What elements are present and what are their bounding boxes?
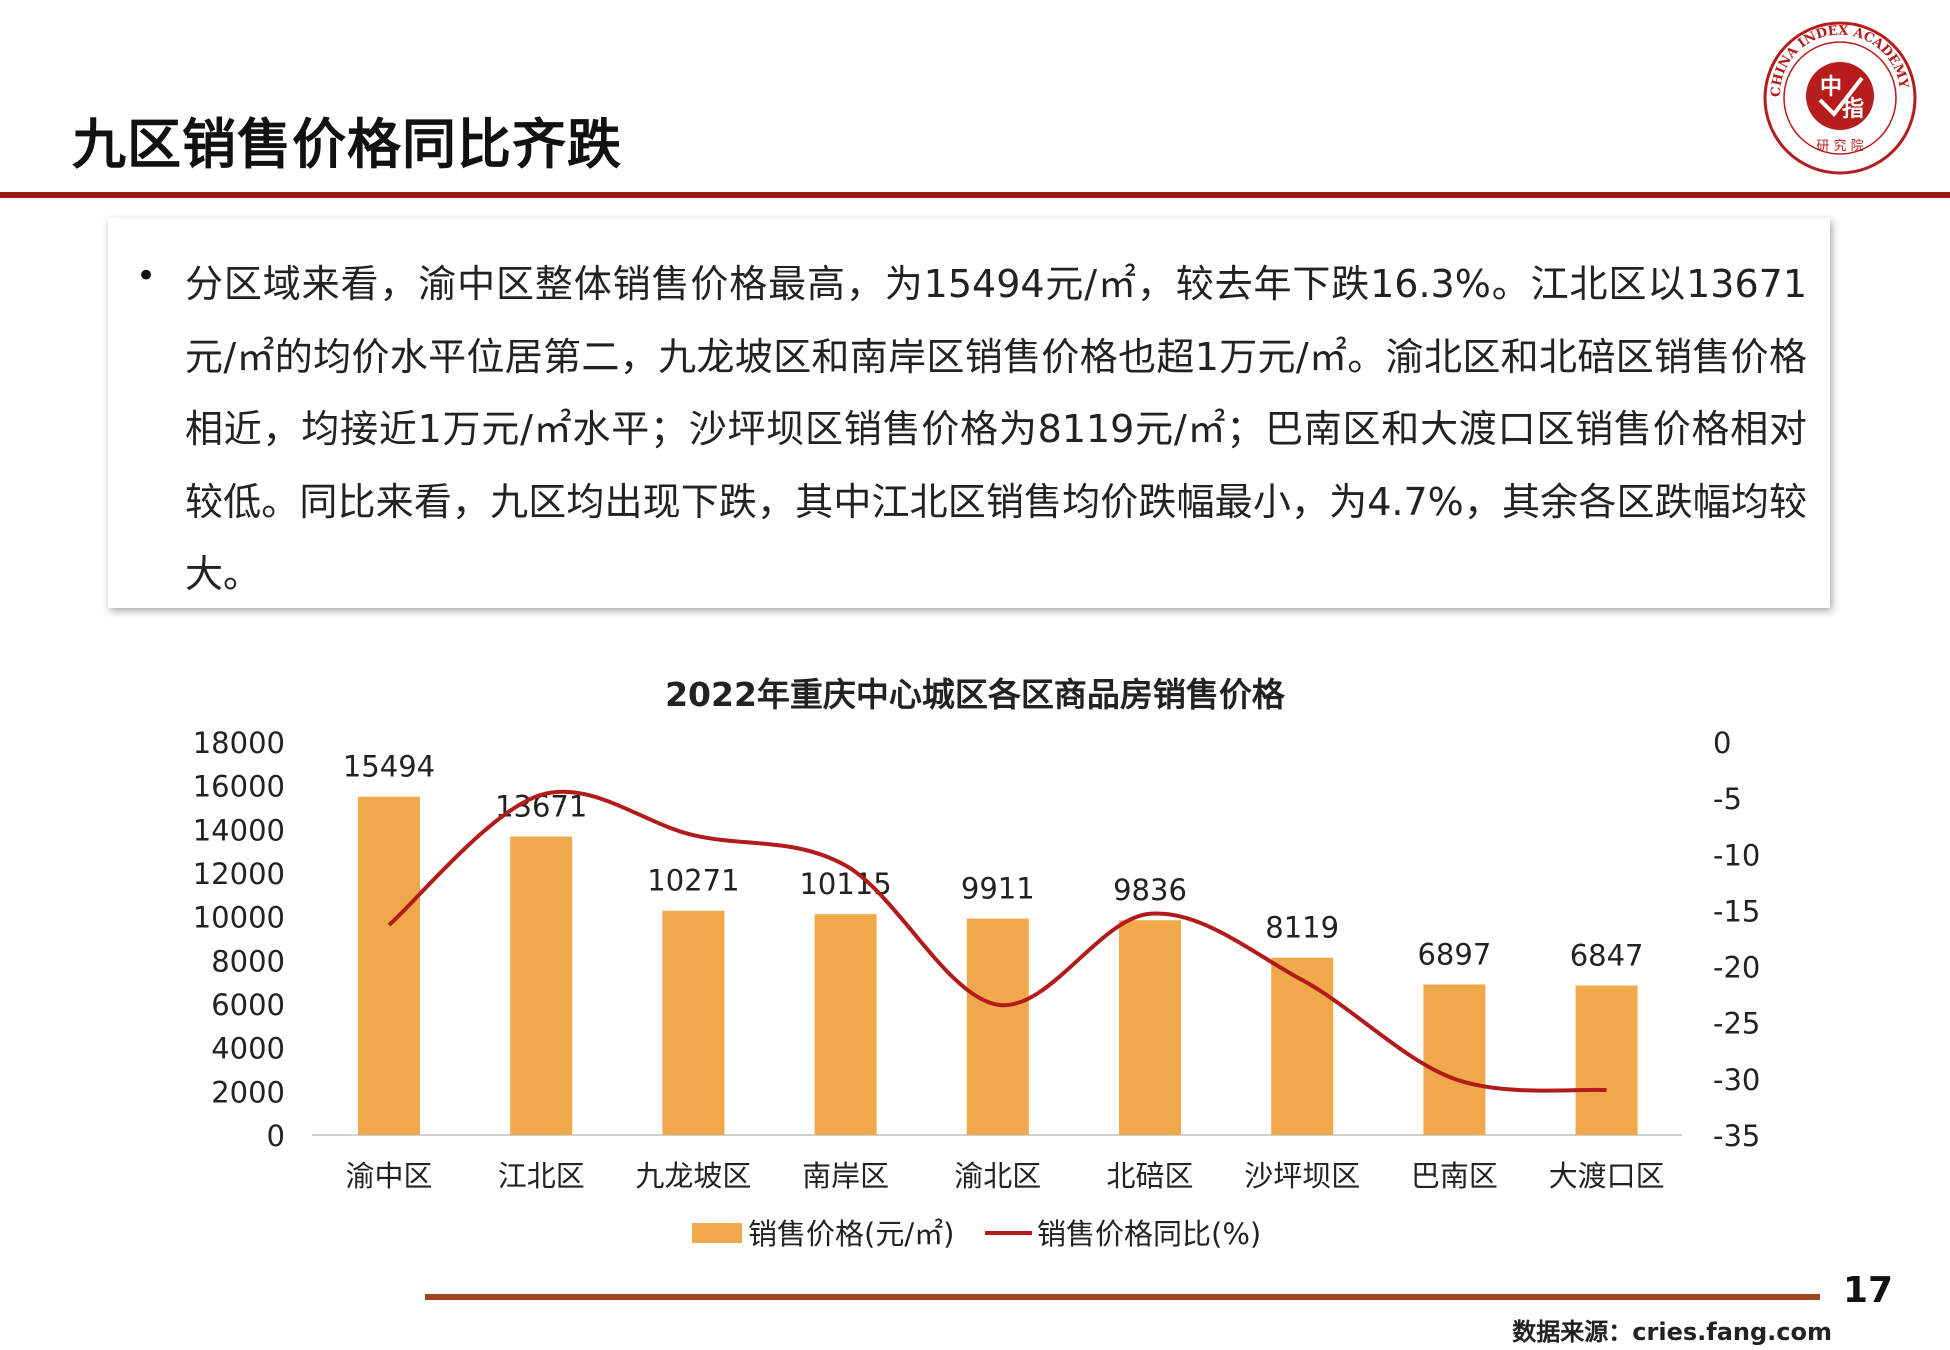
data-label: 15494 — [343, 750, 435, 784]
bar — [814, 914, 877, 1135]
left-axis-tick: 6000 — [211, 988, 285, 1022]
category-label: 渝北区 — [954, 1159, 1041, 1193]
legend-label-bar: 销售价格(元/㎡) — [748, 1217, 954, 1251]
bar — [1119, 920, 1181, 1135]
page-number: 17 — [1843, 1270, 1894, 1311]
right-axis-tick: -20 — [1713, 951, 1760, 985]
bar — [358, 796, 420, 1135]
category-label: 沙坪坝区 — [1244, 1159, 1360, 1193]
right-axis-tick: -30 — [1713, 1063, 1760, 1097]
left-axis-tick: 10000 — [193, 901, 285, 935]
data-label: 9911 — [961, 872, 1035, 906]
bar — [1271, 957, 1334, 1135]
left-axis-tick: 2000 — [211, 1075, 285, 1109]
data-label: 6897 — [1417, 937, 1491, 971]
data-label: 8119 — [1265, 911, 1339, 945]
bar — [1575, 985, 1638, 1135]
data-label: 9836 — [1113, 873, 1187, 907]
left-axis-tick: 4000 — [211, 1032, 285, 1066]
legend-label-line: 销售价格同比(%) — [1037, 1217, 1261, 1251]
legend-swatch-bar — [692, 1223, 742, 1243]
left-axis-tick: 0 — [267, 1119, 285, 1153]
right-axis-tick: -15 — [1713, 894, 1760, 928]
bar — [662, 910, 725, 1135]
summary-box: • 分区域来看，渝中区整体销售价格最高，为15494元/㎡，较去年下跌16.3%… — [108, 218, 1830, 608]
left-axis-tick: 16000 — [193, 770, 285, 804]
category-label: 渝中区 — [345, 1159, 432, 1193]
footer-divider — [425, 1294, 1820, 1300]
chart-title: 2022年重庆中心城区各区商品房销售价格 — [665, 675, 1285, 714]
category-label: 九龙坡区 — [635, 1159, 751, 1193]
left-axis-tick: 12000 — [193, 857, 285, 891]
bar — [1423, 984, 1486, 1135]
bar — [510, 836, 573, 1135]
china-index-academy-logo: CHINA INDEX ACADEMY 中 指 研 究 院 — [1763, 21, 1917, 175]
data-label: 10115 — [799, 867, 891, 901]
data-label: 10271 — [647, 864, 739, 898]
category-label: 大渡口区 — [1549, 1159, 1665, 1193]
left-axis-tick: 14000 — [193, 813, 285, 847]
left-axis-tick: 18000 — [193, 726, 285, 760]
data-label: 6847 — [1570, 939, 1644, 973]
svg-text:中: 中 — [1820, 75, 1842, 100]
bar — [966, 918, 1029, 1135]
title-divider — [0, 192, 1950, 198]
category-label: 南岸区 — [802, 1159, 889, 1193]
page-title: 九区销售价格同比齐跌 — [72, 113, 622, 176]
svg-text:研 究 院: 研 究 院 — [1816, 139, 1863, 154]
category-label: 北碚区 — [1106, 1159, 1193, 1193]
right-axis-tick: -5 — [1713, 782, 1742, 816]
category-label: 巴南区 — [1411, 1159, 1498, 1193]
left-axis-tick: 8000 — [211, 944, 285, 978]
bullet: • — [136, 256, 157, 296]
data-source: 数据来源：cries.fang.com — [1512, 1318, 1832, 1346]
right-axis-tick: 0 — [1713, 726, 1731, 760]
svg-text:指: 指 — [1842, 97, 1864, 122]
category-label: 江北区 — [498, 1159, 585, 1193]
right-axis-tick: -35 — [1713, 1119, 1760, 1153]
summary-text: 分区域来看，渝中区整体销售价格最高，为15494元/㎡，较去年下跌16.3%。江… — [185, 262, 1807, 596]
right-axis-tick: -10 — [1713, 838, 1760, 872]
right-axis-tick: -25 — [1713, 1007, 1760, 1041]
